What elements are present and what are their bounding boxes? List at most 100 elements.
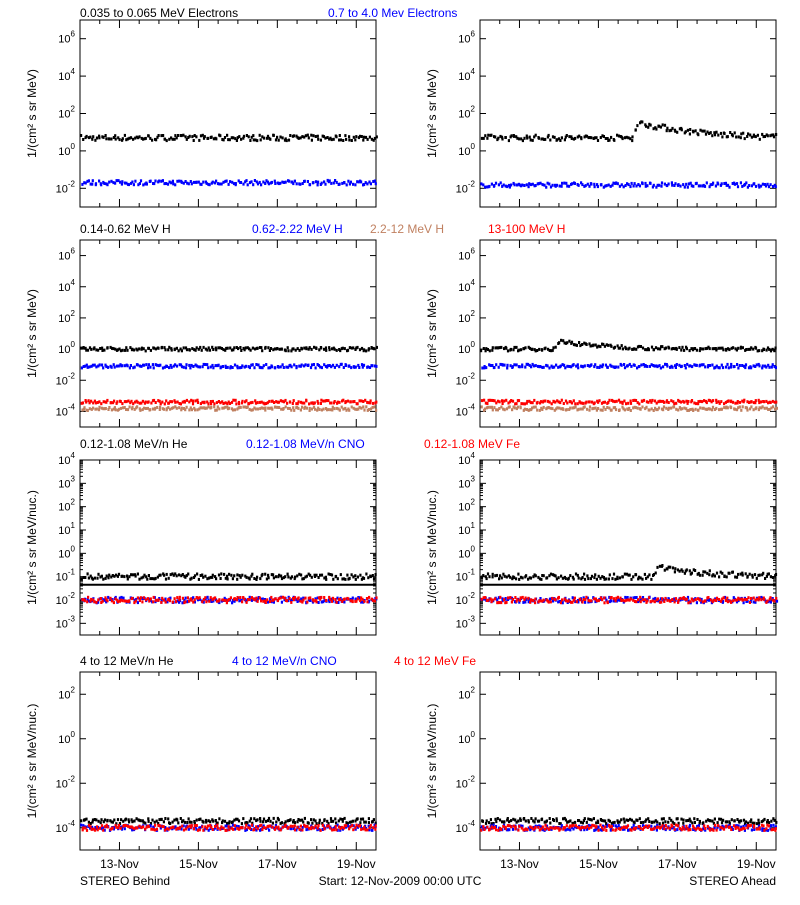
data-point bbox=[775, 596, 778, 600]
data-point bbox=[115, 573, 118, 577]
data-point bbox=[536, 400, 539, 404]
data-point bbox=[375, 364, 378, 368]
data-point bbox=[566, 364, 569, 368]
data-point bbox=[546, 406, 549, 410]
data-point bbox=[636, 124, 639, 128]
data-point bbox=[602, 819, 605, 823]
data-point bbox=[518, 365, 521, 369]
data-point bbox=[173, 818, 176, 822]
data-point bbox=[766, 823, 769, 827]
data-point bbox=[248, 407, 251, 411]
data-point bbox=[284, 823, 287, 827]
data-point bbox=[754, 346, 758, 350]
data-point bbox=[664, 828, 667, 832]
data-point bbox=[258, 133, 261, 137]
data-point bbox=[539, 365, 542, 368]
data-point bbox=[671, 126, 674, 130]
data-point bbox=[747, 132, 750, 136]
data-point bbox=[501, 184, 504, 188]
data-point bbox=[351, 600, 354, 604]
data-point bbox=[597, 599, 600, 603]
data-point bbox=[327, 408, 330, 412]
data-point bbox=[175, 346, 178, 350]
data-point bbox=[515, 577, 518, 581]
data-point bbox=[557, 400, 560, 404]
data-point bbox=[712, 573, 715, 577]
data-point bbox=[658, 399, 661, 403]
data-point bbox=[88, 365, 91, 369]
data-point bbox=[645, 576, 648, 580]
data-point bbox=[298, 828, 301, 831]
data-point bbox=[741, 405, 744, 409]
data-point bbox=[645, 824, 648, 828]
data-point bbox=[562, 407, 565, 411]
data-point bbox=[490, 133, 493, 137]
data-point bbox=[741, 598, 744, 602]
data-point bbox=[657, 406, 661, 410]
data-point bbox=[748, 184, 751, 187]
data-point bbox=[484, 349, 487, 353]
data-point bbox=[210, 135, 213, 139]
data-point bbox=[86, 409, 89, 412]
data-point bbox=[289, 576, 292, 580]
data-point bbox=[761, 132, 764, 136]
data-point bbox=[629, 401, 633, 405]
data-point bbox=[670, 347, 673, 351]
data-point bbox=[652, 183, 655, 187]
data-point bbox=[82, 365, 85, 368]
data-point bbox=[359, 821, 362, 825]
data-point bbox=[730, 406, 733, 410]
data-point bbox=[120, 598, 123, 602]
data-point bbox=[363, 599, 366, 603]
data-point bbox=[572, 363, 575, 367]
data-point bbox=[216, 826, 219, 830]
data-point bbox=[136, 363, 139, 367]
data-point bbox=[551, 407, 554, 411]
data-point bbox=[563, 181, 566, 185]
data-point bbox=[658, 600, 662, 604]
data-point bbox=[503, 363, 506, 367]
data-point bbox=[759, 400, 762, 404]
data-point bbox=[572, 399, 575, 403]
data-point bbox=[665, 129, 668, 133]
data-point bbox=[715, 364, 718, 368]
data-point bbox=[758, 406, 761, 410]
data-point bbox=[524, 596, 527, 600]
data-point bbox=[513, 183, 516, 187]
data-point bbox=[604, 363, 607, 367]
data-point bbox=[259, 366, 262, 370]
data-point bbox=[320, 181, 323, 185]
data-point bbox=[187, 817, 190, 821]
data-point bbox=[762, 824, 765, 828]
data-point bbox=[663, 600, 666, 603]
data-point bbox=[249, 817, 253, 821]
data-point bbox=[121, 138, 124, 142]
data-point bbox=[180, 134, 183, 138]
data-point bbox=[126, 348, 129, 352]
data-point bbox=[266, 401, 269, 405]
data-point bbox=[634, 573, 638, 577]
data-point bbox=[236, 817, 239, 821]
data-point bbox=[365, 405, 368, 409]
data-point bbox=[112, 827, 115, 831]
data-point bbox=[688, 349, 691, 353]
data-point bbox=[169, 573, 172, 577]
data-point bbox=[679, 400, 683, 404]
data-point bbox=[761, 182, 764, 186]
y-tick-label: 102 bbox=[58, 685, 75, 701]
data-point bbox=[233, 597, 236, 601]
data-point bbox=[738, 820, 741, 824]
data-point bbox=[374, 824, 377, 828]
data-point bbox=[326, 364, 330, 368]
data-point bbox=[247, 365, 250, 369]
data-point bbox=[137, 136, 140, 140]
data-point bbox=[205, 820, 208, 824]
data-point bbox=[203, 135, 206, 139]
data-point bbox=[638, 365, 641, 368]
data-point bbox=[538, 408, 541, 412]
data-point bbox=[146, 406, 149, 410]
data-point bbox=[615, 599, 618, 603]
legend-entry: 0.12-1.08 MeV/n CNO bbox=[246, 437, 365, 451]
data-point bbox=[81, 598, 84, 602]
data-point bbox=[480, 349, 483, 353]
